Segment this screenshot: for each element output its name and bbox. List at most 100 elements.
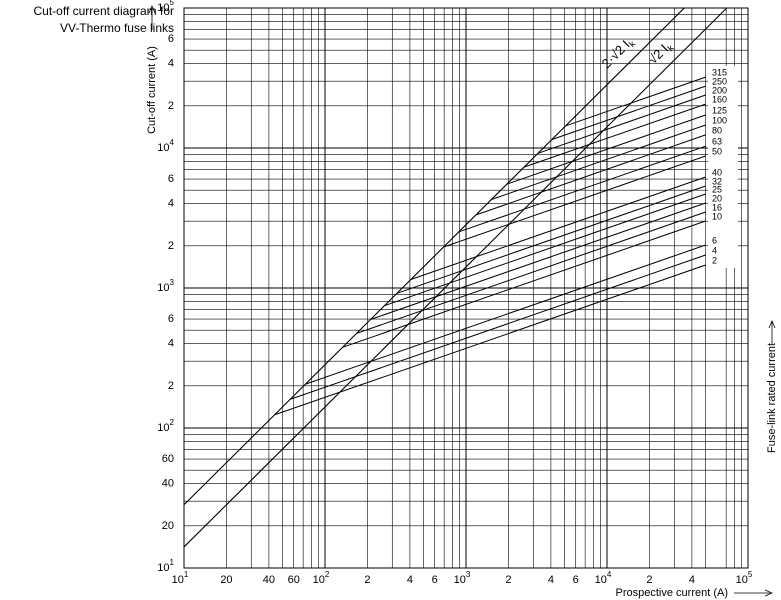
- tick-label-base: 10: [172, 574, 184, 586]
- tick-label-base: 4: [689, 574, 695, 586]
- tick-label: 2: [646, 574, 652, 586]
- fuse-curve: [491, 124, 706, 201]
- rating-label: 32: [712, 176, 722, 186]
- tick-label-base: 10: [157, 282, 169, 294]
- tick-label-base: 4: [168, 198, 174, 210]
- tick-label-exp: 5: [748, 570, 753, 579]
- tick-label: 4: [407, 574, 413, 586]
- plot-frame: [183, 7, 749, 569]
- fuse-curve: [356, 211, 706, 334]
- fuse-curve: [506, 114, 706, 185]
- tick-label-base: 10: [454, 574, 466, 586]
- fuse-curve: [305, 244, 706, 385]
- tick-label-base: 2: [168, 380, 174, 392]
- fuse-curve: [342, 220, 706, 348]
- tick-label: 40: [162, 478, 174, 490]
- fuse-curve: [384, 193, 706, 307]
- tick-label: 4: [168, 338, 174, 350]
- tick-label: 4: [689, 574, 695, 586]
- tick-label-base: 10: [157, 142, 169, 154]
- tick-label: 6: [168, 173, 174, 185]
- tick-label-base: 10: [157, 2, 169, 14]
- reference-line-label: 2·√2 Ik: [599, 34, 638, 73]
- tick-label-base: 4: [407, 574, 413, 586]
- chart-title: Cut-off current diagram for: [33, 4, 174, 18]
- rating-label: 25: [712, 184, 722, 194]
- tick-label-base: 2: [646, 574, 652, 586]
- tick-label-exp: 4: [170, 138, 175, 147]
- tick-label-base: 6: [432, 574, 438, 586]
- tick-label-base: 10: [313, 574, 325, 586]
- tick-label: 101: [172, 570, 189, 586]
- tick-label-base: 4: [548, 574, 554, 586]
- tick-label-base: 10: [157, 422, 169, 434]
- tick-label: 2: [168, 380, 174, 392]
- rating-label-box: [708, 66, 738, 268]
- rating-label: 16: [712, 202, 722, 212]
- tick-label: 4: [168, 198, 174, 210]
- tick-label: 6: [432, 574, 438, 586]
- tick-label-base: 2: [168, 100, 174, 112]
- tick-label-exp: 2: [325, 570, 330, 579]
- rating-label: 250: [712, 76, 727, 86]
- fuse-curve: [523, 103, 706, 168]
- rating-label: 200: [712, 85, 727, 95]
- tick-label-exp: 3: [170, 278, 175, 287]
- rating-label: 125: [712, 105, 727, 115]
- fuse-curve: [458, 145, 706, 233]
- tick-label: 105: [736, 570, 753, 586]
- tick-label-exp: 3: [466, 570, 471, 579]
- y-axis-label: Cut-off current (A): [146, 46, 158, 134]
- fuse-curve: [370, 202, 706, 320]
- tick-label: 2: [364, 574, 370, 586]
- tick-label-base: 2: [168, 240, 174, 252]
- tick-label: 6: [168, 313, 174, 325]
- tick-label-base: 4: [168, 338, 174, 350]
- tick-label-exp: 4: [607, 570, 612, 579]
- tick-label: 2: [168, 100, 174, 112]
- tick-label: 102: [157, 418, 174, 434]
- tick-label: 101: [157, 558, 174, 574]
- reference-line: [183, 7, 685, 506]
- tick-label-exp: 2: [170, 418, 175, 427]
- reference-line-label-sub: k: [666, 43, 677, 54]
- tick-label: 103: [454, 570, 471, 586]
- fuse-curve: [396, 185, 706, 294]
- fuse-curve: [565, 76, 706, 127]
- tick-label: 4: [548, 574, 554, 586]
- rating-label: 50: [712, 146, 722, 156]
- fuse-curve: [475, 134, 706, 216]
- tick-label: 4: [168, 58, 174, 70]
- tick-label: 40: [263, 574, 275, 586]
- fuse-curve: [537, 94, 706, 154]
- tick-label-base: 2: [364, 574, 370, 586]
- tick-label-base: 6: [168, 313, 174, 325]
- rating-label: 40: [712, 167, 722, 177]
- tick-label: 103: [157, 278, 174, 294]
- fuse-curve: [289, 254, 706, 400]
- fuse-curve: [443, 155, 706, 248]
- rating-label: 63: [712, 137, 722, 147]
- rating-label: 100: [712, 115, 727, 125]
- tick-label-base: 10: [595, 574, 607, 586]
- x-axis-arrow-head: [764, 589, 774, 597]
- tick-label: 6: [573, 574, 579, 586]
- tick-label: 60: [288, 574, 300, 586]
- tick-label: 20: [162, 520, 174, 532]
- tick-label-base: 10: [736, 574, 748, 586]
- chart-title: VV-Thermo fuse links: [60, 21, 174, 35]
- tick-label: 2: [168, 240, 174, 252]
- right-label: Fuse-link rated current: [766, 343, 778, 453]
- y-axis-arrow-head: [148, 4, 156, 14]
- tick-label-base: 10: [157, 562, 169, 574]
- fuse-curve: [410, 176, 706, 280]
- tick-label-base: 6: [168, 173, 174, 185]
- tick-label-base: 2: [505, 574, 511, 586]
- tick-label: 105: [157, 0, 174, 14]
- reference-line: [183, 7, 728, 548]
- tick-label: 60: [162, 453, 174, 465]
- tick-label: 20: [220, 574, 232, 586]
- tick-label: 6: [168, 33, 174, 45]
- rating-label: 2: [712, 255, 717, 265]
